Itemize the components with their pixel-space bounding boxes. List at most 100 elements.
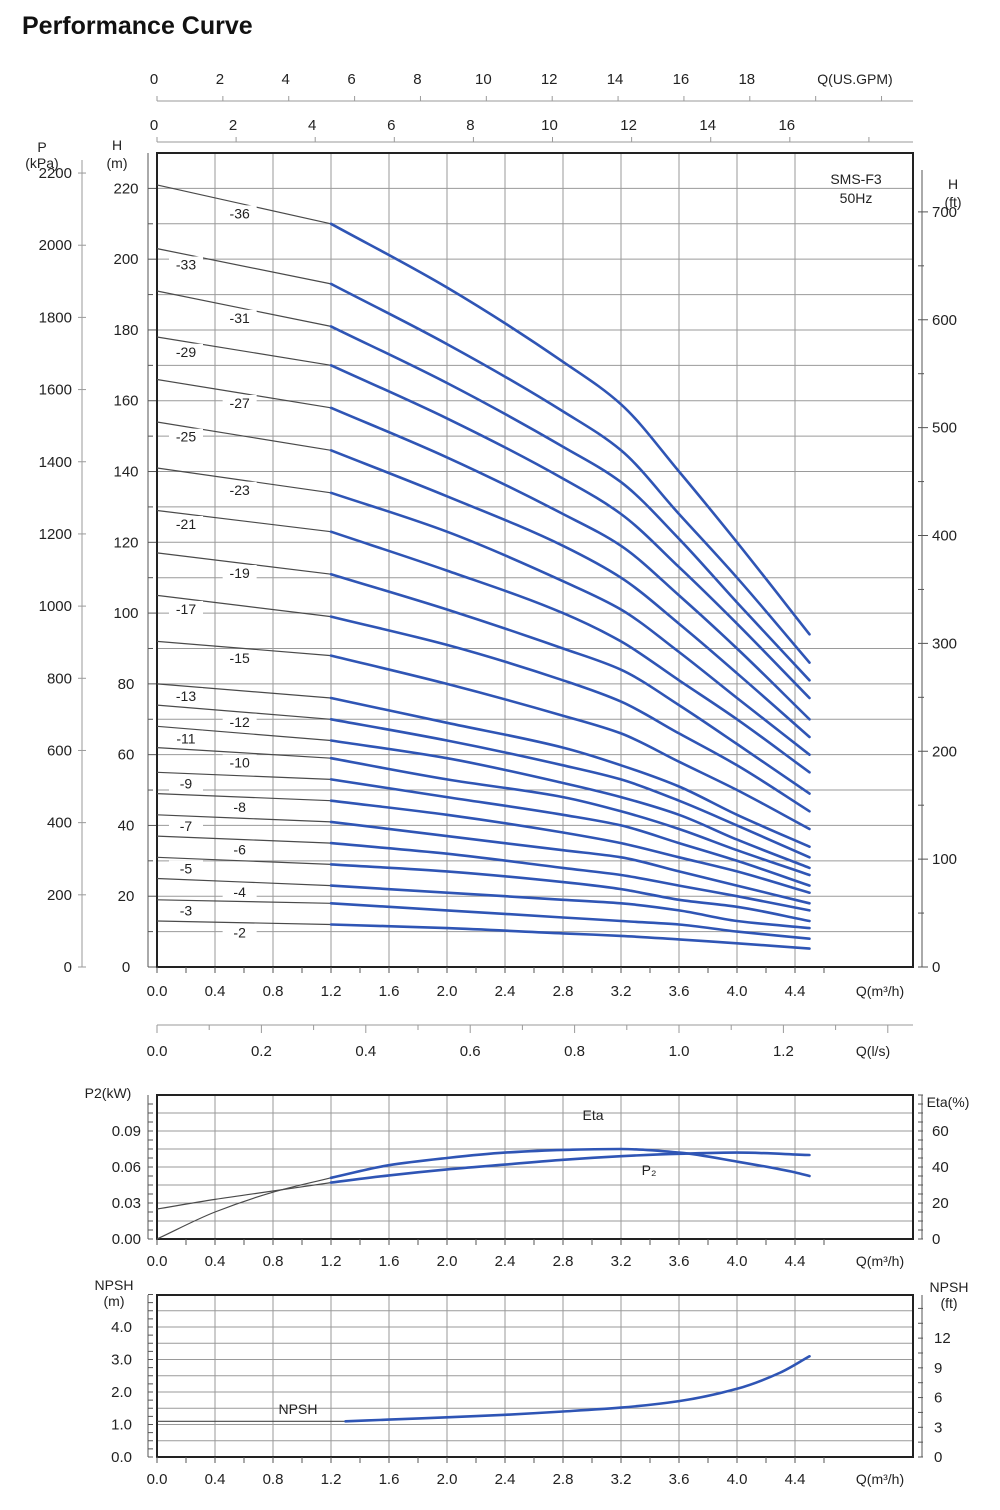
head-grid — [156, 152, 914, 968]
npsh-ft-tick-label: 12 — [934, 1330, 951, 1347]
gpm-axis-label: Q(US.GPM) — [817, 71, 892, 87]
stage-label: -36 — [230, 205, 250, 221]
h-m-axis: 0 20 40 60 80 100 120 140 160 180 200 220 H (m) — [107, 137, 156, 976]
npsh-frame — [156, 1294, 914, 1458]
stage-label: -17 — [176, 601, 196, 617]
npsh-ft-tick-label: 9 — [934, 1360, 942, 1377]
gpm-tick-label: 4 — [282, 71, 290, 88]
stage-label: -2 — [233, 925, 246, 941]
q-tick-label: 0.0 — [147, 1471, 168, 1488]
npsh-tick-label: 3.0 — [111, 1352, 132, 1369]
p-tick-label: 600 — [47, 742, 72, 759]
head-curve-thin — [156, 835, 332, 844]
q-tick-label: 0.0 — [147, 983, 168, 1000]
q-axis-label: Q(m³/h) — [856, 1253, 904, 1269]
h-tick-label: 120 — [113, 534, 138, 551]
head-curve-thin — [156, 747, 332, 759]
head-curve-thin — [156, 594, 332, 618]
head-curve-curve — [329, 449, 811, 739]
head-curve-curve — [329, 718, 811, 859]
q-tick-label: 4.4 — [785, 1253, 806, 1270]
gpm-axis: 0 2 4 6 8 10 12 14 16 18 Q(US.GPM) — [150, 71, 913, 102]
h-tick-label: 100 — [113, 605, 138, 622]
h-axis-label: H — [112, 137, 122, 153]
gpm-tick-label: 6 — [347, 71, 355, 88]
hft-tick-label: 700 — [932, 204, 957, 221]
q-tick-label: 3.2 — [611, 1253, 632, 1270]
head-curve-thin — [156, 552, 332, 575]
p2-curve-curve — [329, 1151, 811, 1184]
q-tick-label: 2.8 — [553, 983, 574, 1000]
eta-axis-label: Eta(%) — [927, 1094, 970, 1110]
power-q-axis: 0.0 0.4 0.8 1.2 1.6 2.0 2.4 2.8 3.2 3.6 4.0 4.4 Q(m³… — [147, 1239, 904, 1270]
stage-label: -31 — [230, 310, 250, 326]
q-tick-label: 3.6 — [669, 983, 690, 1000]
gpm-tick-label: 0 — [150, 71, 158, 88]
hft-axis-label: H — [948, 176, 958, 192]
ls-tick-label: 1.2 — [773, 1043, 794, 1060]
stage-label: -9 — [180, 776, 193, 792]
h-tick-label: 40 — [118, 817, 135, 834]
ls-tick-label: 1.0 — [669, 1043, 690, 1060]
stage-label-bg — [169, 515, 203, 532]
npsh-m-axis: 0.0 1.0 2.0 3.0 4.0 NPSH(m) — [95, 1277, 153, 1466]
head-curve-thin — [156, 725, 332, 742]
q-tick-label: 4.0 — [727, 1471, 748, 1488]
head-curve-thin — [156, 704, 332, 720]
head-curve-thin — [156, 509, 332, 533]
stage-label: -27 — [230, 395, 250, 411]
model-label: SMS-F3 50Hz — [830, 171, 882, 206]
h-tick-label: 200 — [113, 251, 138, 268]
model-frequency: 50Hz — [840, 190, 873, 206]
p2-tick-label: 0.09 — [112, 1123, 141, 1140]
head-curve-curve — [329, 799, 811, 894]
q-tick-label: 3.2 — [611, 1471, 632, 1488]
eta-curve-thin — [156, 1177, 332, 1240]
hft-tick-label: 200 — [932, 743, 957, 760]
q-tick-label: 2.4 — [495, 983, 516, 1000]
q-tick-label: 0.8 — [263, 1253, 284, 1270]
stage-label-bg — [169, 860, 203, 877]
p2-curve-thin — [156, 1182, 332, 1210]
stage-label-bg — [222, 754, 257, 771]
q-tick-label: 4.0 — [727, 983, 748, 1000]
head-curve-thin — [156, 421, 332, 451]
p-tick-label: 200 — [47, 887, 72, 904]
ipm-tick-label: 12 — [620, 117, 637, 134]
q-tick-label: 1.2 — [321, 1471, 342, 1488]
stage-label: -23 — [230, 482, 250, 498]
npsh-ft-axis-label: NPSH — [930, 1279, 969, 1295]
h-tick-label: 160 — [113, 393, 138, 410]
head-curve-thin — [156, 683, 332, 699]
hft-tick-label: 400 — [932, 528, 957, 545]
head-curve-thin — [156, 793, 332, 802]
head-curve-curve — [329, 364, 811, 700]
ipm-axis: 0 2 4 6 8 10 12 14 16 — [150, 117, 913, 143]
head-curve-curve — [329, 739, 811, 870]
power-curves: Eta P₂ — [156, 1107, 811, 1240]
npsh-curve-curve — [344, 1355, 811, 1423]
npsh-ft-tick-label: 3 — [934, 1419, 942, 1436]
head-curve-thin — [156, 771, 332, 780]
stage-label-bg — [222, 713, 257, 730]
eta-tick-label: 60 — [932, 1123, 949, 1140]
p-tick-label: 2200 — [39, 165, 72, 182]
p-tick-label: 1800 — [39, 309, 72, 326]
npsh-axis-unit: (m) — [104, 1293, 125, 1309]
eta-axis: 0 20 40 60 Eta(%) — [918, 1094, 969, 1248]
eta-tick-label: 40 — [932, 1159, 949, 1176]
hft-axis-unit: (ft) — [944, 194, 961, 210]
q-tick-label: 0.8 — [263, 983, 284, 1000]
q-tick-label: 2.0 — [437, 1253, 458, 1270]
q-tick-label: 0.4 — [205, 1471, 226, 1488]
q-tick-label: 2.0 — [437, 983, 458, 1000]
gpm-tick-label: 2 — [216, 71, 224, 88]
head-curve-thin — [156, 920, 332, 926]
h-tick-label: 60 — [118, 747, 135, 764]
ipm-tick-label: 8 — [466, 117, 474, 134]
power-axis: 0.00 0.03 0.06 0.09 P2(kW) — [85, 1085, 153, 1248]
stage-label: -29 — [176, 344, 196, 360]
stage-label: -10 — [230, 755, 250, 771]
q-tick-label: 0.0 — [147, 1253, 168, 1270]
